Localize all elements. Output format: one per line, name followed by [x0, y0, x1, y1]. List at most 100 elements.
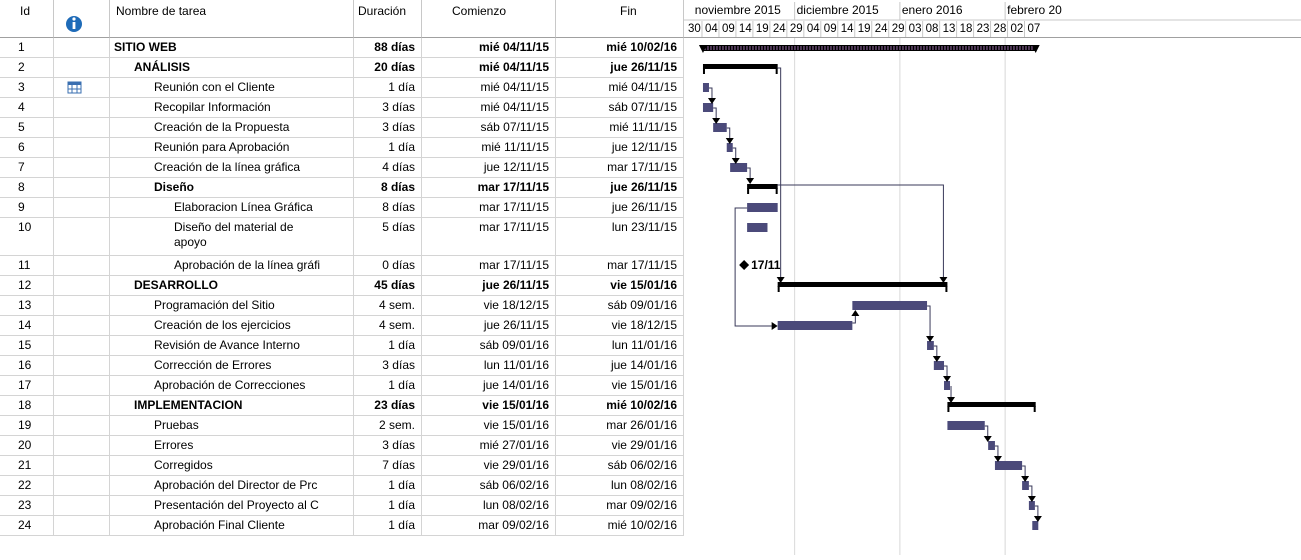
task-id[interactable]: 18 [0, 396, 54, 415]
task-row[interactable]: 10 Diseño del material de apoyo 5 días mar … [0, 218, 684, 256]
task-duration[interactable]: 1 día [354, 336, 422, 355]
task-name[interactable]: Recopilar Información [110, 98, 354, 117]
task-indicator[interactable] [54, 158, 110, 177]
task-duration[interactable]: 20 días [354, 58, 422, 77]
task-indicator[interactable] [54, 38, 110, 57]
task-name[interactable]: Errores [110, 436, 354, 455]
task-name[interactable]: Aprobación Final Cliente [110, 516, 354, 535]
task-id[interactable]: 5 [0, 118, 54, 137]
task-name[interactable]: Diseño del material de apoyo [110, 218, 354, 255]
task-row[interactable]: 20 Errores 3 días mié 27/01/16 vie 29/01/16 [0, 436, 684, 456]
task-id[interactable]: 8 [0, 178, 54, 197]
task-name[interactable]: Corregidos [110, 456, 354, 475]
task-duration[interactable]: 2 sem. [354, 416, 422, 435]
task-start[interactable]: mié 27/01/16 [422, 436, 556, 455]
task-end[interactable]: vie 29/01/16 [556, 436, 684, 455]
task-id[interactable]: 3 [0, 78, 54, 97]
task-indicator[interactable] [54, 436, 110, 455]
task-duration[interactable]: 3 días [354, 98, 422, 117]
task-id[interactable]: 17 [0, 376, 54, 395]
task-end[interactable]: jue 26/11/15 [556, 178, 684, 197]
task-indicator[interactable] [54, 476, 110, 495]
task-indicator[interactable] [54, 218, 110, 255]
task-start[interactable]: jue 26/11/15 [422, 316, 556, 335]
task-name[interactable]: ANÁLISIS [110, 58, 354, 77]
task-row[interactable]: 19 Pruebas 2 sem. vie 15/01/16 mar 26/01/16 [0, 416, 684, 436]
task-duration[interactable]: 1 día [354, 78, 422, 97]
task-end[interactable]: mié 10/02/16 [556, 396, 684, 415]
task-id[interactable]: 19 [0, 416, 54, 435]
task-duration[interactable]: 3 días [354, 356, 422, 375]
task-name[interactable]: Creación de la Propuesta [110, 118, 354, 137]
task-end[interactable]: jue 26/11/15 [556, 58, 684, 77]
task-start[interactable]: jue 14/01/16 [422, 376, 556, 395]
task-row[interactable]: 11 Aprobación de la línea gráfi 0 días mar … [0, 256, 684, 276]
column-header-start[interactable]: Comienzo [422, 0, 556, 38]
task-start[interactable]: vie 15/01/16 [422, 396, 556, 415]
task-name[interactable]: Creación de los ejercicios [110, 316, 354, 335]
task-indicator[interactable] [54, 58, 110, 77]
task-id[interactable]: 24 [0, 516, 54, 535]
task-row[interactable]: 5 Creación de la Propuesta 3 días sáb 07/11… [0, 118, 684, 138]
task-end[interactable]: mar 09/02/16 [556, 496, 684, 515]
task-start[interactable]: mar 17/11/15 [422, 198, 556, 217]
task-end[interactable]: vie 18/12/15 [556, 316, 684, 335]
task-start[interactable]: mié 04/11/15 [422, 58, 556, 77]
task-duration[interactable]: 4 sem. [354, 316, 422, 335]
task-end[interactable]: mié 10/02/16 [556, 516, 684, 535]
task-name[interactable]: IMPLEMENTACION [110, 396, 354, 415]
task-start[interactable]: sáb 09/01/16 [422, 336, 556, 355]
column-header-indicators[interactable] [54, 0, 110, 38]
task-name[interactable]: Programación del Sitio [110, 296, 354, 315]
task-start[interactable]: mar 17/11/15 [422, 218, 556, 255]
task-name[interactable]: DESARROLLO [110, 276, 354, 295]
task-duration[interactable]: 1 día [354, 496, 422, 515]
task-start[interactable]: mié 04/11/15 [422, 78, 556, 97]
task-end[interactable]: jue 14/01/16 [556, 356, 684, 375]
task-indicator[interactable] [54, 198, 110, 217]
task-name[interactable]: Reunión para Aprobación [110, 138, 354, 157]
task-id[interactable]: 1 [0, 38, 54, 57]
task-id[interactable]: 9 [0, 198, 54, 217]
column-header-id[interactable]: Id [0, 0, 54, 38]
task-end[interactable]: sáb 07/11/15 [556, 98, 684, 117]
task-name[interactable]: Presentación del Proyecto al C [110, 496, 354, 515]
task-indicator[interactable] [54, 178, 110, 197]
task-indicator[interactable] [54, 296, 110, 315]
task-end[interactable]: mié 04/11/15 [556, 78, 684, 97]
task-row[interactable]: 1 SITIO WEB 88 días mié 04/11/15 mié 10/02/1… [0, 38, 684, 58]
task-row[interactable]: 21 Corregidos 7 días vie 29/01/16 sáb 06/02/… [0, 456, 684, 476]
task-indicator[interactable] [54, 416, 110, 435]
task-row[interactable]: 8 Diseño 8 días mar 17/11/15 jue 26/11/15 [0, 178, 684, 198]
task-duration[interactable]: 4 sem. [354, 296, 422, 315]
task-start[interactable]: sáb 06/02/16 [422, 476, 556, 495]
task-indicator[interactable] [54, 396, 110, 415]
task-id[interactable]: 15 [0, 336, 54, 355]
task-name[interactable]: Elaboracion Línea Gráfica [110, 198, 354, 217]
task-end[interactable]: sáb 06/02/16 [556, 456, 684, 475]
task-end[interactable]: jue 12/11/15 [556, 138, 684, 157]
task-row[interactable]: 16 Corrección de Errores 3 días lun 11/01/1… [0, 356, 684, 376]
task-name[interactable]: Aprobación del Director de Prc [110, 476, 354, 495]
task-start[interactable]: jue 26/11/15 [422, 276, 556, 295]
task-duration[interactable]: 8 días [354, 178, 422, 197]
task-start[interactable]: mié 04/11/15 [422, 98, 556, 117]
task-start[interactable]: jue 12/11/15 [422, 158, 556, 177]
task-id[interactable]: 20 [0, 436, 54, 455]
task-end[interactable]: mar 17/11/15 [556, 158, 684, 177]
task-duration[interactable]: 45 días [354, 276, 422, 295]
task-id[interactable]: 21 [0, 456, 54, 475]
task-id[interactable]: 6 [0, 138, 54, 157]
task-row[interactable]: 17 Aprobación de Correcciones 1 día jue 14/… [0, 376, 684, 396]
task-indicator[interactable] [54, 376, 110, 395]
task-duration[interactable]: 1 día [354, 476, 422, 495]
task-id[interactable]: 2 [0, 58, 54, 77]
task-row[interactable]: 13 Programación del Sitio 4 sem. vie 18/12/… [0, 296, 684, 316]
task-duration[interactable]: 5 días [354, 218, 422, 255]
task-name[interactable]: Revisión de Avance Interno [110, 336, 354, 355]
task-duration[interactable]: 1 día [354, 138, 422, 157]
column-header-name[interactable]: Nombre de tarea [110, 0, 354, 38]
task-duration[interactable]: 3 días [354, 436, 422, 455]
task-duration[interactable]: 3 días [354, 118, 422, 137]
